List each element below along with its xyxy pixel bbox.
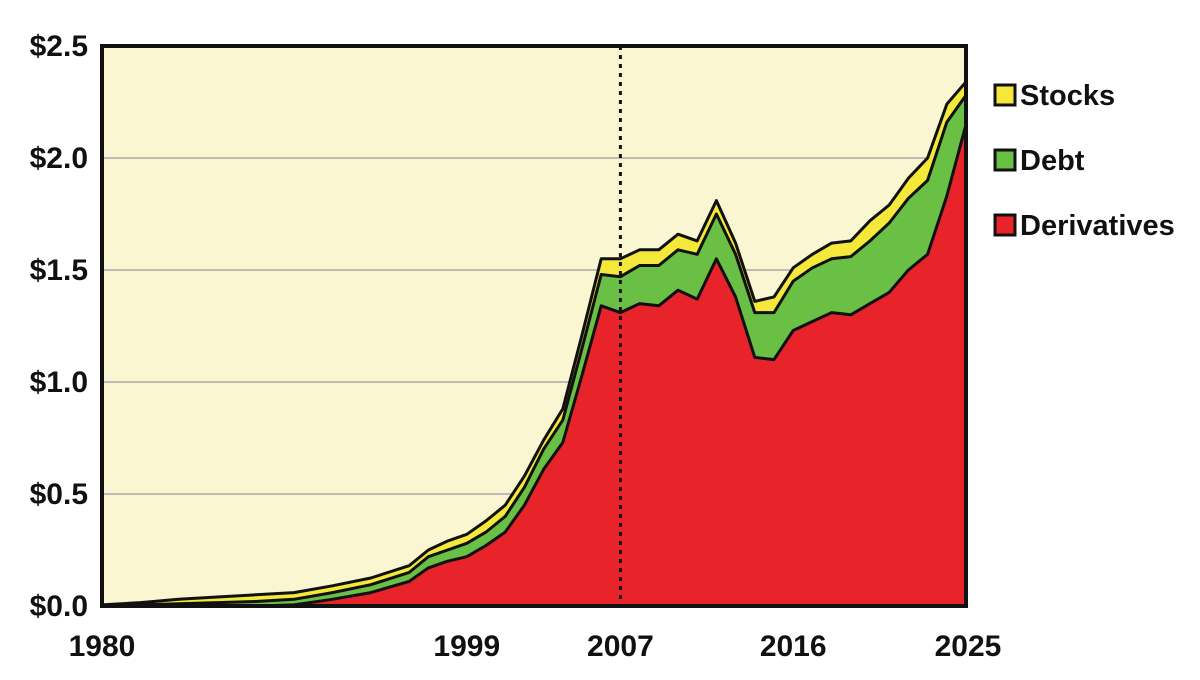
x-tick-label: 1980 bbox=[69, 630, 136, 663]
legend-item-debt: Debt bbox=[993, 145, 1085, 177]
x-axis-ticks: 1980 1999 2007 2016 2025 bbox=[69, 630, 1002, 663]
legend-label: Stocks bbox=[1020, 80, 1115, 112]
y-tick-label: $2.0 bbox=[30, 142, 88, 175]
y-tick-label: $2.5 bbox=[30, 30, 88, 63]
legend-label: Debt bbox=[1020, 145, 1085, 177]
y-axis-ticks: $0.0 $0.5 $1.0 $1.5 $2.0 $2.5 bbox=[30, 30, 88, 623]
area-series bbox=[101, 80, 968, 608]
area-derivatives bbox=[102, 124, 966, 607]
legend-swatch bbox=[993, 83, 1017, 107]
y-tick-label: $0.0 bbox=[30, 590, 88, 623]
legend-item-derivatives: Derivatives bbox=[993, 210, 1175, 242]
boundary-line-stocks bbox=[101, 80, 968, 607]
legend-swatch bbox=[993, 213, 1017, 237]
y-tick-label: $1.5 bbox=[30, 254, 88, 287]
boundary-line-derivatives bbox=[102, 124, 968, 608]
plot-frame bbox=[100, 44, 968, 608]
x-tick-label: 2025 bbox=[935, 630, 1002, 663]
x-tick-label: 2007 bbox=[587, 630, 654, 663]
legend: Stocks Debt Derivatives bbox=[993, 80, 1175, 242]
legend-swatch bbox=[993, 148, 1017, 172]
boundary-line-debt bbox=[101, 94, 968, 608]
y-tick-label: $0.5 bbox=[30, 478, 88, 511]
legend-item-stocks: Stocks bbox=[993, 80, 1115, 112]
x-tick-label: 2016 bbox=[760, 630, 827, 663]
y-tick-label: $1.0 bbox=[30, 366, 88, 399]
legend-label: Derivatives bbox=[1020, 210, 1175, 242]
x-tick-label: 1999 bbox=[433, 630, 500, 663]
